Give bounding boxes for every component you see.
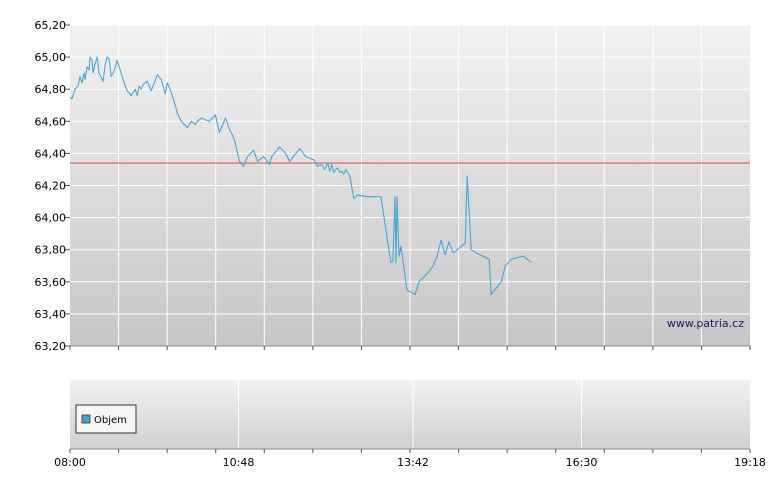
y-tick-label: 65,20 xyxy=(35,19,67,32)
volume-vertical-grid xyxy=(237,380,583,449)
price-series-line xyxy=(69,56,532,296)
x-tick-labels: 08:00 10:48 13:42 16:30 19:18 xyxy=(54,456,766,469)
y-tick-label: 64,40 xyxy=(35,147,67,160)
y-tick-label: 64,20 xyxy=(35,180,67,193)
y-tick-label: 63,60 xyxy=(35,276,67,289)
y-tick-label: 64,60 xyxy=(35,115,67,128)
price-vertical-grid xyxy=(118,25,702,346)
volume-panel-background xyxy=(70,380,750,449)
legend-swatch-volume xyxy=(81,414,91,424)
volume-x-tick-marks xyxy=(69,449,751,453)
y-tick-label: 63,20 xyxy=(35,340,67,353)
y-tick-label: 65,00 xyxy=(35,51,67,64)
y-tick-label: 64,00 xyxy=(35,212,67,225)
x-tick-label: 19:18 xyxy=(734,456,766,469)
x-tick-label: 13:42 xyxy=(397,456,429,469)
price-x-tick-marks xyxy=(69,346,751,350)
x-tick-label: 08:00 xyxy=(54,456,86,469)
legend-label-volume: Objem xyxy=(94,415,127,426)
y-tick-label: 63,80 xyxy=(35,244,67,257)
x-tick-label: 16:30 xyxy=(566,456,598,469)
watermark: www.patria.cz xyxy=(667,317,744,330)
y-tick-marks xyxy=(65,24,70,347)
y-tick-labels: 65,20 65,00 64,80 64,60 64,40 64,20 64,00 63,80… xyxy=(35,19,67,353)
y-tick-label: 63,40 xyxy=(35,308,67,321)
x-tick-label: 10:48 xyxy=(223,456,255,469)
legend: Objem xyxy=(75,404,137,434)
y-tick-label: 64,80 xyxy=(35,83,67,96)
